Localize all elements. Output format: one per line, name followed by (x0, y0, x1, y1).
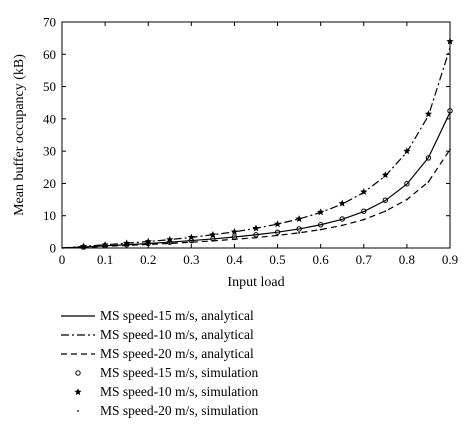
legend-swatch (61, 353, 95, 355)
legend-item: MS speed-15 m/s, simulation (60, 363, 360, 382)
data-point (233, 238, 236, 241)
data-point (338, 199, 346, 207)
data-point (276, 234, 279, 237)
data-point (339, 216, 345, 222)
data-point (274, 229, 281, 235)
series-2 (61, 47, 451, 249)
x-tick-label: 0.8 (399, 252, 415, 267)
data-point (296, 226, 302, 232)
legend-swatch (61, 315, 95, 317)
data-point (362, 218, 365, 221)
legend-label: MS speed-20 m/s, analytical (100, 346, 254, 361)
legend-label: MS speed-20 m/s, simulation (100, 403, 259, 418)
data-point (360, 188, 368, 195)
y-tick-label: 20 (43, 176, 56, 191)
data-point (252, 224, 260, 232)
chart-canvas: 0 0.1 0.2 0.3 0.4 0.5 0.6 0.7 0.8 0.9 0 10 20 30 40 50 6… (12, 15, 458, 291)
series-line (61, 149, 451, 249)
legend-swatch (61, 334, 95, 336)
legend-item: MS speed-10 m/s, simulation (60, 382, 360, 401)
data-point (319, 228, 322, 231)
data-point (166, 235, 174, 243)
data-point (79, 242, 88, 250)
y-tick-label: 40 (43, 111, 56, 126)
data-point (101, 240, 109, 248)
data-point (446, 37, 454, 45)
data-point (317, 208, 325, 216)
legend-label: MS speed-15 m/s, analytical (100, 308, 254, 323)
x-tick-label: 0.2 (140, 252, 156, 267)
y-tick-label: 50 (43, 79, 56, 94)
data-point (123, 239, 131, 247)
x-tick-label: 0.6 (313, 252, 330, 267)
data-point (317, 222, 324, 228)
data-point (168, 242, 171, 245)
data-point (104, 245, 107, 248)
data-point (209, 230, 217, 238)
data-point (82, 246, 85, 249)
y-axis-label: Mean buffer occupancy (kB) (12, 54, 27, 216)
legend: MS speed-15 m/s, analytical MS speed-10 m… (60, 306, 360, 420)
series-line (61, 47, 451, 249)
legend-swatch (75, 370, 81, 376)
plot-frame (61, 21, 451, 249)
legend-item: MS speed-20 m/s, simulation (60, 401, 360, 420)
data-point (187, 233, 195, 241)
x-axis-label: Input load (227, 275, 284, 290)
series-3 (61, 149, 451, 249)
legend-item: MS speed-15 m/s, analytical (60, 306, 360, 325)
y-tick-label: 30 (43, 144, 56, 159)
data-point (230, 228, 239, 235)
x-tick-label: 0.9 (442, 252, 458, 267)
data-point (298, 231, 301, 234)
x-tick-label: 0.7 (356, 252, 373, 267)
x-tick-label: 0.4 (226, 252, 243, 267)
series-4 (80, 108, 453, 250)
data-point (125, 244, 128, 247)
data-point (404, 181, 410, 187)
data-point (361, 208, 367, 214)
data-point (424, 110, 433, 118)
data-point (144, 237, 152, 245)
data-point (273, 220, 282, 228)
data-point (382, 197, 389, 203)
legend-swatch (74, 388, 82, 396)
data-point (427, 180, 430, 183)
y-tick-label: 0 (50, 241, 57, 256)
legend-item: MS speed-20 m/s, analytical (60, 344, 360, 363)
data-point (447, 108, 453, 114)
y-tick-label: 10 (43, 208, 56, 223)
x-tick-label: 0.3 (183, 252, 199, 267)
data-point (384, 210, 387, 213)
data-point (381, 171, 389, 179)
data-point (255, 236, 257, 239)
data-point (403, 147, 411, 155)
series-6 (82, 148, 451, 249)
data-point (341, 224, 344, 227)
series-5 (79, 37, 454, 250)
data-point (190, 241, 193, 244)
legend-marker-sample (77, 410, 79, 412)
data-point (449, 148, 451, 151)
data-point (295, 215, 303, 223)
x-tick-label: 0.5 (269, 252, 285, 267)
legend-label: MS speed-10 m/s, analytical (100, 327, 254, 342)
data-point (425, 155, 432, 161)
legend-label: MS speed-15 m/s, simulation (100, 365, 259, 380)
legend-marker-sample (74, 388, 82, 396)
legend-swatch (77, 410, 79, 412)
y-tick-label: 60 (43, 47, 56, 62)
y-tick-label: 70 (43, 15, 56, 30)
legend-item: MS speed-10 m/s, analytical (60, 325, 360, 344)
legend-marker-sample (75, 370, 81, 376)
x-tick-label: 0.1 (97, 252, 113, 267)
legend-label: MS speed-10 m/s, simulation (100, 384, 259, 399)
data-point (147, 243, 150, 246)
data-point (405, 198, 408, 201)
data-point (211, 239, 214, 242)
x-tick-label: 0 (59, 252, 66, 267)
